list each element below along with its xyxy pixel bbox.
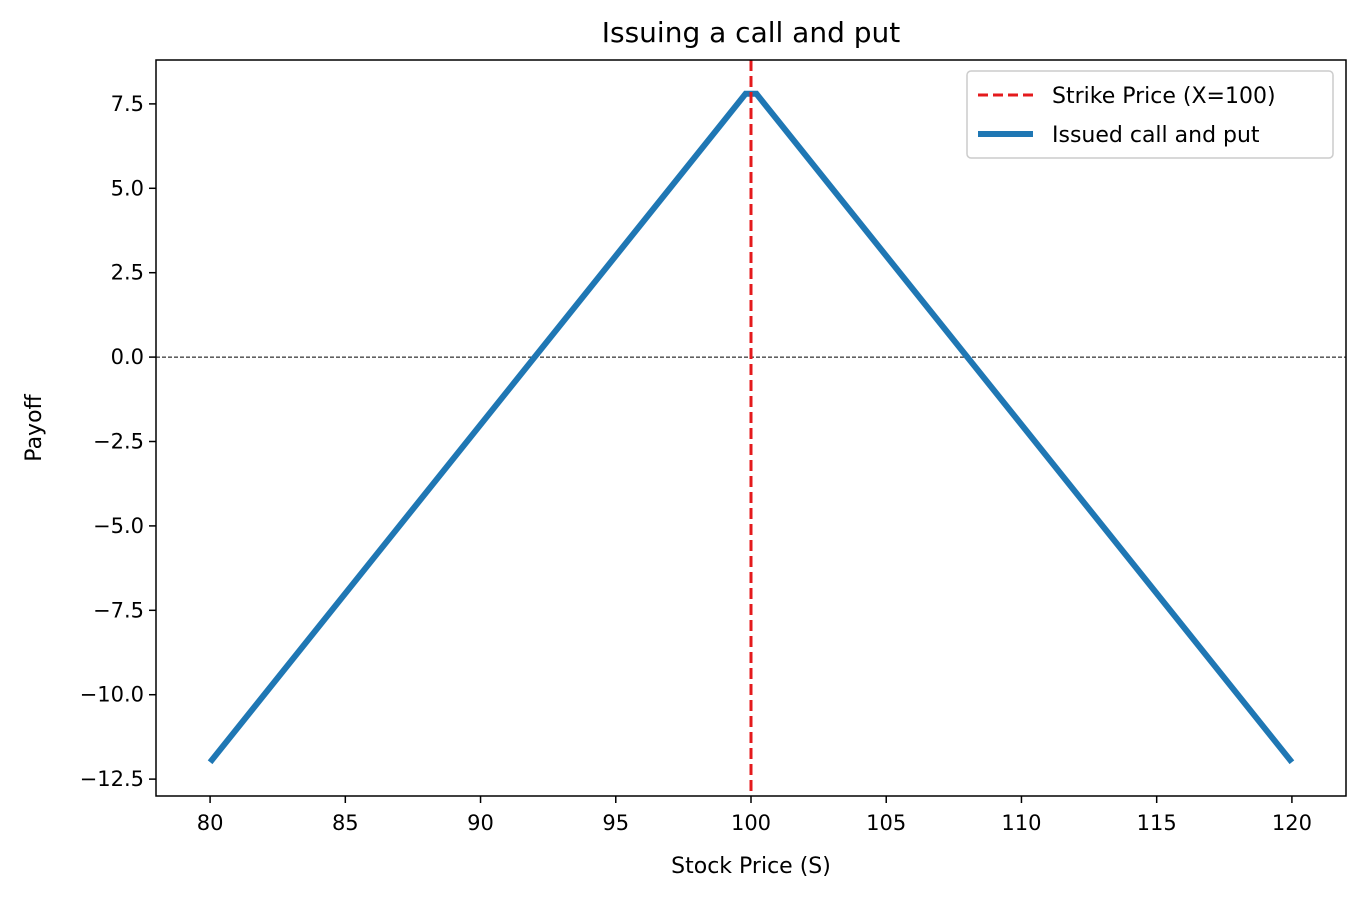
y-tick-label: −12.5 [80, 767, 144, 791]
legend-strike-label: Strike Price (X=100) [1052, 84, 1276, 109]
axis-ticks: 80 85 90 95 100 105 110 115 120 7.5 5.0 2.5 0.0 −2.5 −… [80, 92, 1312, 835]
y-tick-label: 2.5 [111, 261, 144, 285]
y-tick-label: 7.5 [111, 92, 144, 116]
x-tick-label: 120 [1272, 811, 1312, 835]
x-tick-label: 85 [332, 811, 359, 835]
legend-series-label: Issued call and put [1052, 123, 1260, 148]
y-tick-label: −7.5 [93, 598, 144, 622]
plot-area [155, 59, 1347, 797]
x-tick-label: 100 [731, 811, 771, 835]
y-tick-label: 5.0 [111, 176, 144, 200]
x-tick-label: 110 [1001, 811, 1041, 835]
y-axis-label: Payoff [22, 393, 47, 461]
y-tick-label: 0.0 [111, 345, 144, 369]
x-tick-label: 115 [1137, 811, 1177, 835]
x-tick-label: 95 [602, 811, 629, 835]
x-tick-label: 105 [866, 811, 906, 835]
legend-box [966, 70, 1334, 159]
x-tick-label: 90 [467, 811, 494, 835]
y-tick-label: −10.0 [80, 683, 144, 707]
y-tick-label: −2.5 [93, 430, 144, 454]
y-tick-label: −5.0 [93, 514, 144, 538]
chart-title: Issuing a call and put [602, 16, 901, 49]
legend: Strike Price (X=100) Issued call and put [966, 70, 1334, 159]
x-tick-label: 80 [197, 811, 224, 835]
x-axis-label: Stock Price (S) [671, 854, 831, 879]
